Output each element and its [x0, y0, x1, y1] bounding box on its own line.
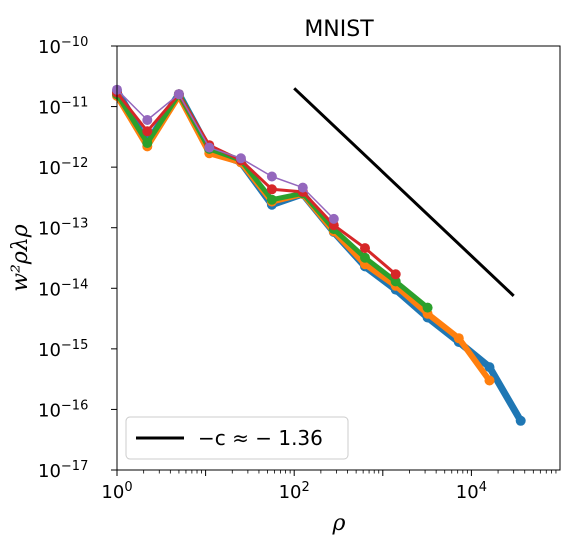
series-1-point [515, 415, 526, 426]
series-4-line [115, 91, 398, 276]
reference-line-layer [293, 87, 515, 297]
chart-title: MNIST [304, 17, 374, 42]
series-layer [112, 84, 526, 426]
series-3-point [266, 194, 277, 205]
legend-entry-label: −c ≈ − 1.36 [198, 426, 323, 450]
series-4-point [142, 126, 153, 137]
series-5-point [297, 182, 308, 193]
series-3-point [360, 252, 370, 263]
series-5-point [142, 115, 153, 125]
x-axis-label: ρ [332, 511, 346, 536]
series-5-point [235, 153, 246, 164]
y-axis-label: w²ρλρ [8, 224, 33, 292]
series-5-point [173, 89, 184, 100]
series-5 [112, 84, 339, 224]
series-3-point [390, 276, 401, 287]
series-3-point [142, 138, 153, 148]
series-2-point [453, 333, 464, 344]
series-5-point [204, 142, 215, 153]
series-2-point [484, 375, 495, 386]
series-3-point [422, 302, 433, 313]
series-4-point [390, 269, 401, 280]
series-4-point [360, 243, 370, 254]
y-axis-label-group: w²ρλρ [8, 224, 33, 292]
reference-slope-line [293, 87, 515, 297]
legend: −c ≈ − 1.36 [125, 416, 349, 460]
series-5-point [328, 213, 339, 224]
series-4-point [266, 184, 277, 195]
legend-box [125, 416, 349, 460]
series-5-point [266, 171, 277, 182]
series-1-point [484, 362, 495, 373]
plot-area-frame [116, 45, 561, 471]
series-5-line [116, 88, 335, 220]
